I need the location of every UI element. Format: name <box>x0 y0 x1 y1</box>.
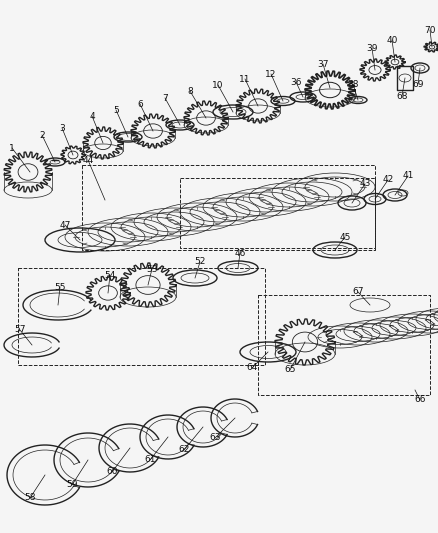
Text: 8: 8 <box>187 86 192 95</box>
Text: 6: 6 <box>137 100 142 109</box>
Text: 61: 61 <box>144 456 155 464</box>
Text: 43: 43 <box>358 180 370 189</box>
Text: 63: 63 <box>209 433 220 442</box>
Text: 7: 7 <box>162 93 167 102</box>
Text: 46: 46 <box>234 248 245 257</box>
Text: 57: 57 <box>14 326 26 335</box>
Text: 55: 55 <box>54 282 66 292</box>
Text: 58: 58 <box>24 494 35 503</box>
Text: 66: 66 <box>413 395 425 405</box>
Text: 69: 69 <box>411 79 423 88</box>
Text: 52: 52 <box>194 257 205 266</box>
Text: 67: 67 <box>351 287 363 296</box>
Text: 68: 68 <box>396 92 407 101</box>
Text: 10: 10 <box>212 80 223 90</box>
Text: 41: 41 <box>401 172 413 181</box>
Text: 38: 38 <box>346 79 358 88</box>
Text: 47: 47 <box>59 221 71 230</box>
Text: 64: 64 <box>246 364 257 373</box>
Text: 5: 5 <box>113 106 119 115</box>
Text: 3: 3 <box>59 124 65 133</box>
Text: 65: 65 <box>283 366 295 375</box>
Text: 11: 11 <box>239 75 250 84</box>
Text: 62: 62 <box>178 446 189 455</box>
Text: 54: 54 <box>104 271 116 279</box>
Text: 40: 40 <box>385 36 397 44</box>
Text: 45: 45 <box>339 232 350 241</box>
Text: 12: 12 <box>265 69 276 78</box>
Text: 37: 37 <box>317 60 328 69</box>
Text: 2: 2 <box>39 131 45 140</box>
Text: 1: 1 <box>9 143 15 152</box>
Text: 60: 60 <box>106 467 117 477</box>
Text: 42: 42 <box>381 175 393 184</box>
Text: 53: 53 <box>146 264 157 273</box>
Text: 44: 44 <box>82 156 93 165</box>
Text: 59: 59 <box>66 481 78 489</box>
Text: 39: 39 <box>365 44 377 52</box>
Text: 70: 70 <box>423 26 435 35</box>
Text: 36: 36 <box>290 77 301 86</box>
Text: 4: 4 <box>89 111 95 120</box>
